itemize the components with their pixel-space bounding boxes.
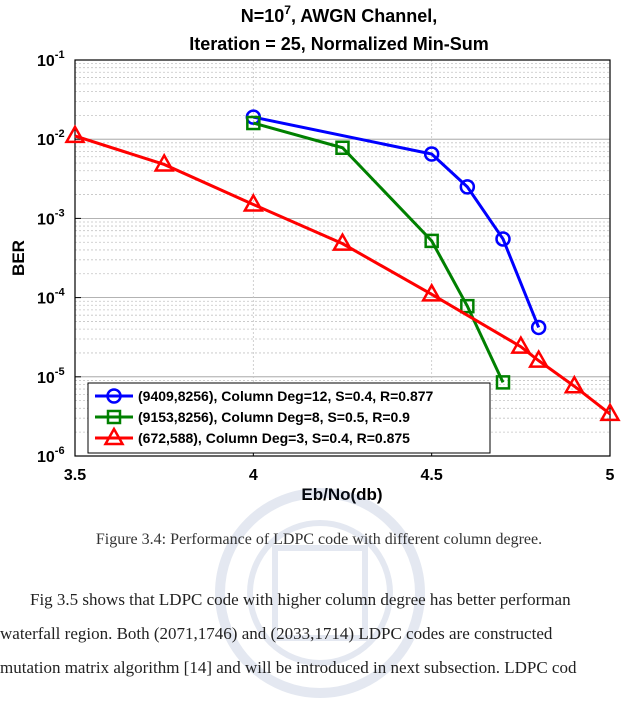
paragraph-line: Fig 3.5 shows that LDPC code with higher… <box>30 590 571 609</box>
x-tick-labels: 3.5 4 4.5 5 <box>64 450 615 484</box>
series-square <box>246 115 511 390</box>
data-point <box>423 146 440 162</box>
legend-item: (9153,8256), Column Deg=8, S=0.5, R=0.9 <box>95 409 410 425</box>
data-point <box>530 319 547 336</box>
legend-marker <box>106 388 122 404</box>
x-tick-label: 5 <box>606 467 615 484</box>
legend-item: (9409,8256), Column Deg=12, S=0.4, R=0.8… <box>95 388 434 404</box>
y-tick-label: 10-6 <box>37 445 65 466</box>
chart-title-line2: Iteration = 25, Normalized Min-Sum <box>189 34 489 54</box>
data-point <box>242 192 264 212</box>
legend-box <box>87 382 491 454</box>
plot-frame <box>74 59 611 457</box>
series-layer <box>64 109 621 422</box>
x-tick-label: 4.5 <box>421 467 443 484</box>
legend: (9409,8256), Column Deg=12, S=0.4, R=0.8… <box>87 382 491 454</box>
series-line <box>74 134 611 416</box>
data-point <box>64 124 86 144</box>
data-point <box>528 349 550 368</box>
data-point <box>424 233 439 249</box>
data-point <box>510 335 532 354</box>
y-tick-label: 10-3 <box>37 207 65 228</box>
paragraph-line: waterfall region. Both (2071,1746) and (… <box>0 624 553 643</box>
data-point <box>153 152 175 172</box>
y-tick-label: 10-1 <box>37 49 65 70</box>
series-triangle <box>64 124 621 422</box>
legend-marker <box>106 409 122 425</box>
ber-chart: N=107, AWGN Channel, Iteration = 25, Nor… <box>9 3 621 504</box>
data-point <box>246 115 261 131</box>
y-tick-labels: 10-6 10-5 10-4 10-3 10-2 10-1 <box>37 49 81 466</box>
data-point <box>331 232 354 251</box>
y-tick-label: 10-5 <box>37 366 65 387</box>
legend-marker <box>103 426 125 446</box>
data-point <box>335 140 350 155</box>
legend-label: (9153,8256), Column Deg=8, S=0.5, R=0.9 <box>138 409 410 425</box>
legend-label: (9409,8256), Column Deg=12, S=0.4, R=0.8… <box>138 388 434 404</box>
data-point <box>599 402 621 422</box>
watermark-seal <box>215 488 425 698</box>
x-tick-label: 4 <box>249 467 258 484</box>
data-point <box>459 179 476 195</box>
legend-item: (672,588), Column Deg=3, S=0.4, R=0.875 <box>95 426 410 446</box>
series-line <box>253 115 541 328</box>
data-point <box>495 231 511 247</box>
x-tick-label: 3.5 <box>64 467 86 484</box>
y-tick-label: 10-4 <box>37 287 65 308</box>
data-point <box>421 282 443 302</box>
y-axis-label: BER <box>9 240 28 276</box>
data-point <box>460 298 475 314</box>
data-point <box>563 374 585 394</box>
y-tick-label: 10-2 <box>37 128 65 149</box>
x-axis-label: Eb/No(db) <box>301 485 382 504</box>
chart-title-line1: N=107, AWGN Channel, <box>241 3 438 26</box>
figure-caption: Figure 3.4: Performance of LDPC code wit… <box>95 531 543 548</box>
paragraph-line: mutation matrix algorithm [14] and will … <box>0 658 577 677</box>
legend-label: (672,588), Column Deg=3, S=0.4, R=0.875 <box>138 430 410 446</box>
data-point <box>495 375 511 390</box>
series-line <box>252 121 505 384</box>
